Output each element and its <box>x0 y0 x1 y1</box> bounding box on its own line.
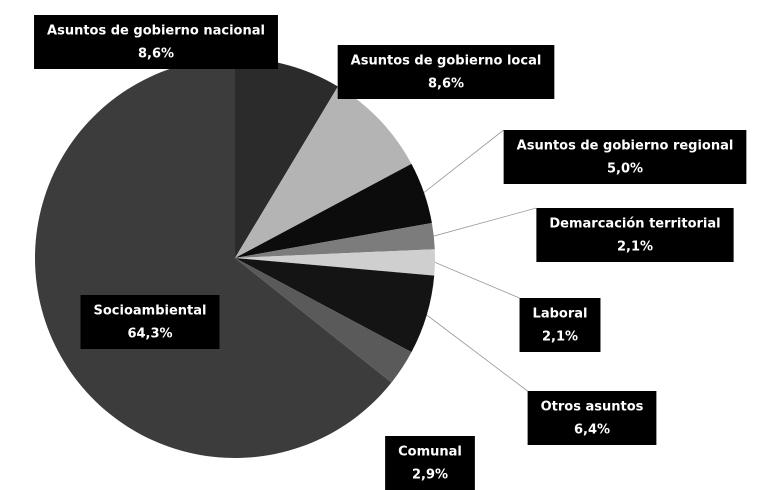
label-box <box>519 298 601 352</box>
label-name: Asuntos de gobierno nacional <box>47 24 265 39</box>
pie-slice <box>235 163 432 258</box>
label-value: 5,0% <box>607 162 643 177</box>
label-value: 2,1% <box>617 240 653 255</box>
label-value: 2,9% <box>412 468 448 483</box>
pie-slice <box>34 58 392 459</box>
label-value: 64,3% <box>127 327 172 342</box>
label-name: Socioambiental <box>94 304 207 319</box>
pie-slice <box>235 258 435 353</box>
label-box <box>527 391 657 445</box>
label-name: Otros asuntos <box>541 400 644 415</box>
pie-slice <box>235 258 412 383</box>
data-label: Asuntos de gobierno nacional 8,6% <box>34 15 278 69</box>
label-value: 8,6% <box>428 77 464 92</box>
leader-line <box>423 129 504 193</box>
label-box <box>80 295 220 349</box>
label-value: 6,4% <box>574 423 610 438</box>
label-box <box>34 15 278 69</box>
label-name: Comunal <box>398 445 462 460</box>
data-label: Asuntos de gobierno regional 5,0% <box>503 130 747 184</box>
label-name: Demarcación territorial <box>549 217 720 232</box>
label-box <box>385 436 475 490</box>
label-box <box>536 208 734 262</box>
leader-line <box>434 262 520 299</box>
data-label: Otros asuntos 6,4% <box>527 391 657 445</box>
data-label: Socioambiental 64,3% <box>80 295 220 349</box>
label-name: Laboral <box>533 307 588 322</box>
pie-slice <box>235 86 412 259</box>
label-value: 2,1% <box>542 330 578 345</box>
label-value: 8,6% <box>138 47 174 62</box>
data-label: Asuntos de gobierno local 8,6% <box>337 45 555 99</box>
data-label: Demarcación territorial 2,1% <box>536 208 734 262</box>
pie-slice <box>235 249 435 276</box>
label-name: Asuntos de gobierno local <box>351 54 542 69</box>
label-box <box>337 45 555 99</box>
label-name: Asuntos de gobierno regional <box>517 139 734 154</box>
leader-line <box>433 207 537 237</box>
data-label: Comunal 2,9% <box>385 436 475 490</box>
pie-slice <box>235 222 435 258</box>
pie-slice <box>235 58 338 258</box>
label-box <box>503 130 747 184</box>
data-label: Laboral 2,1% <box>519 298 601 352</box>
leader-line <box>426 314 528 392</box>
